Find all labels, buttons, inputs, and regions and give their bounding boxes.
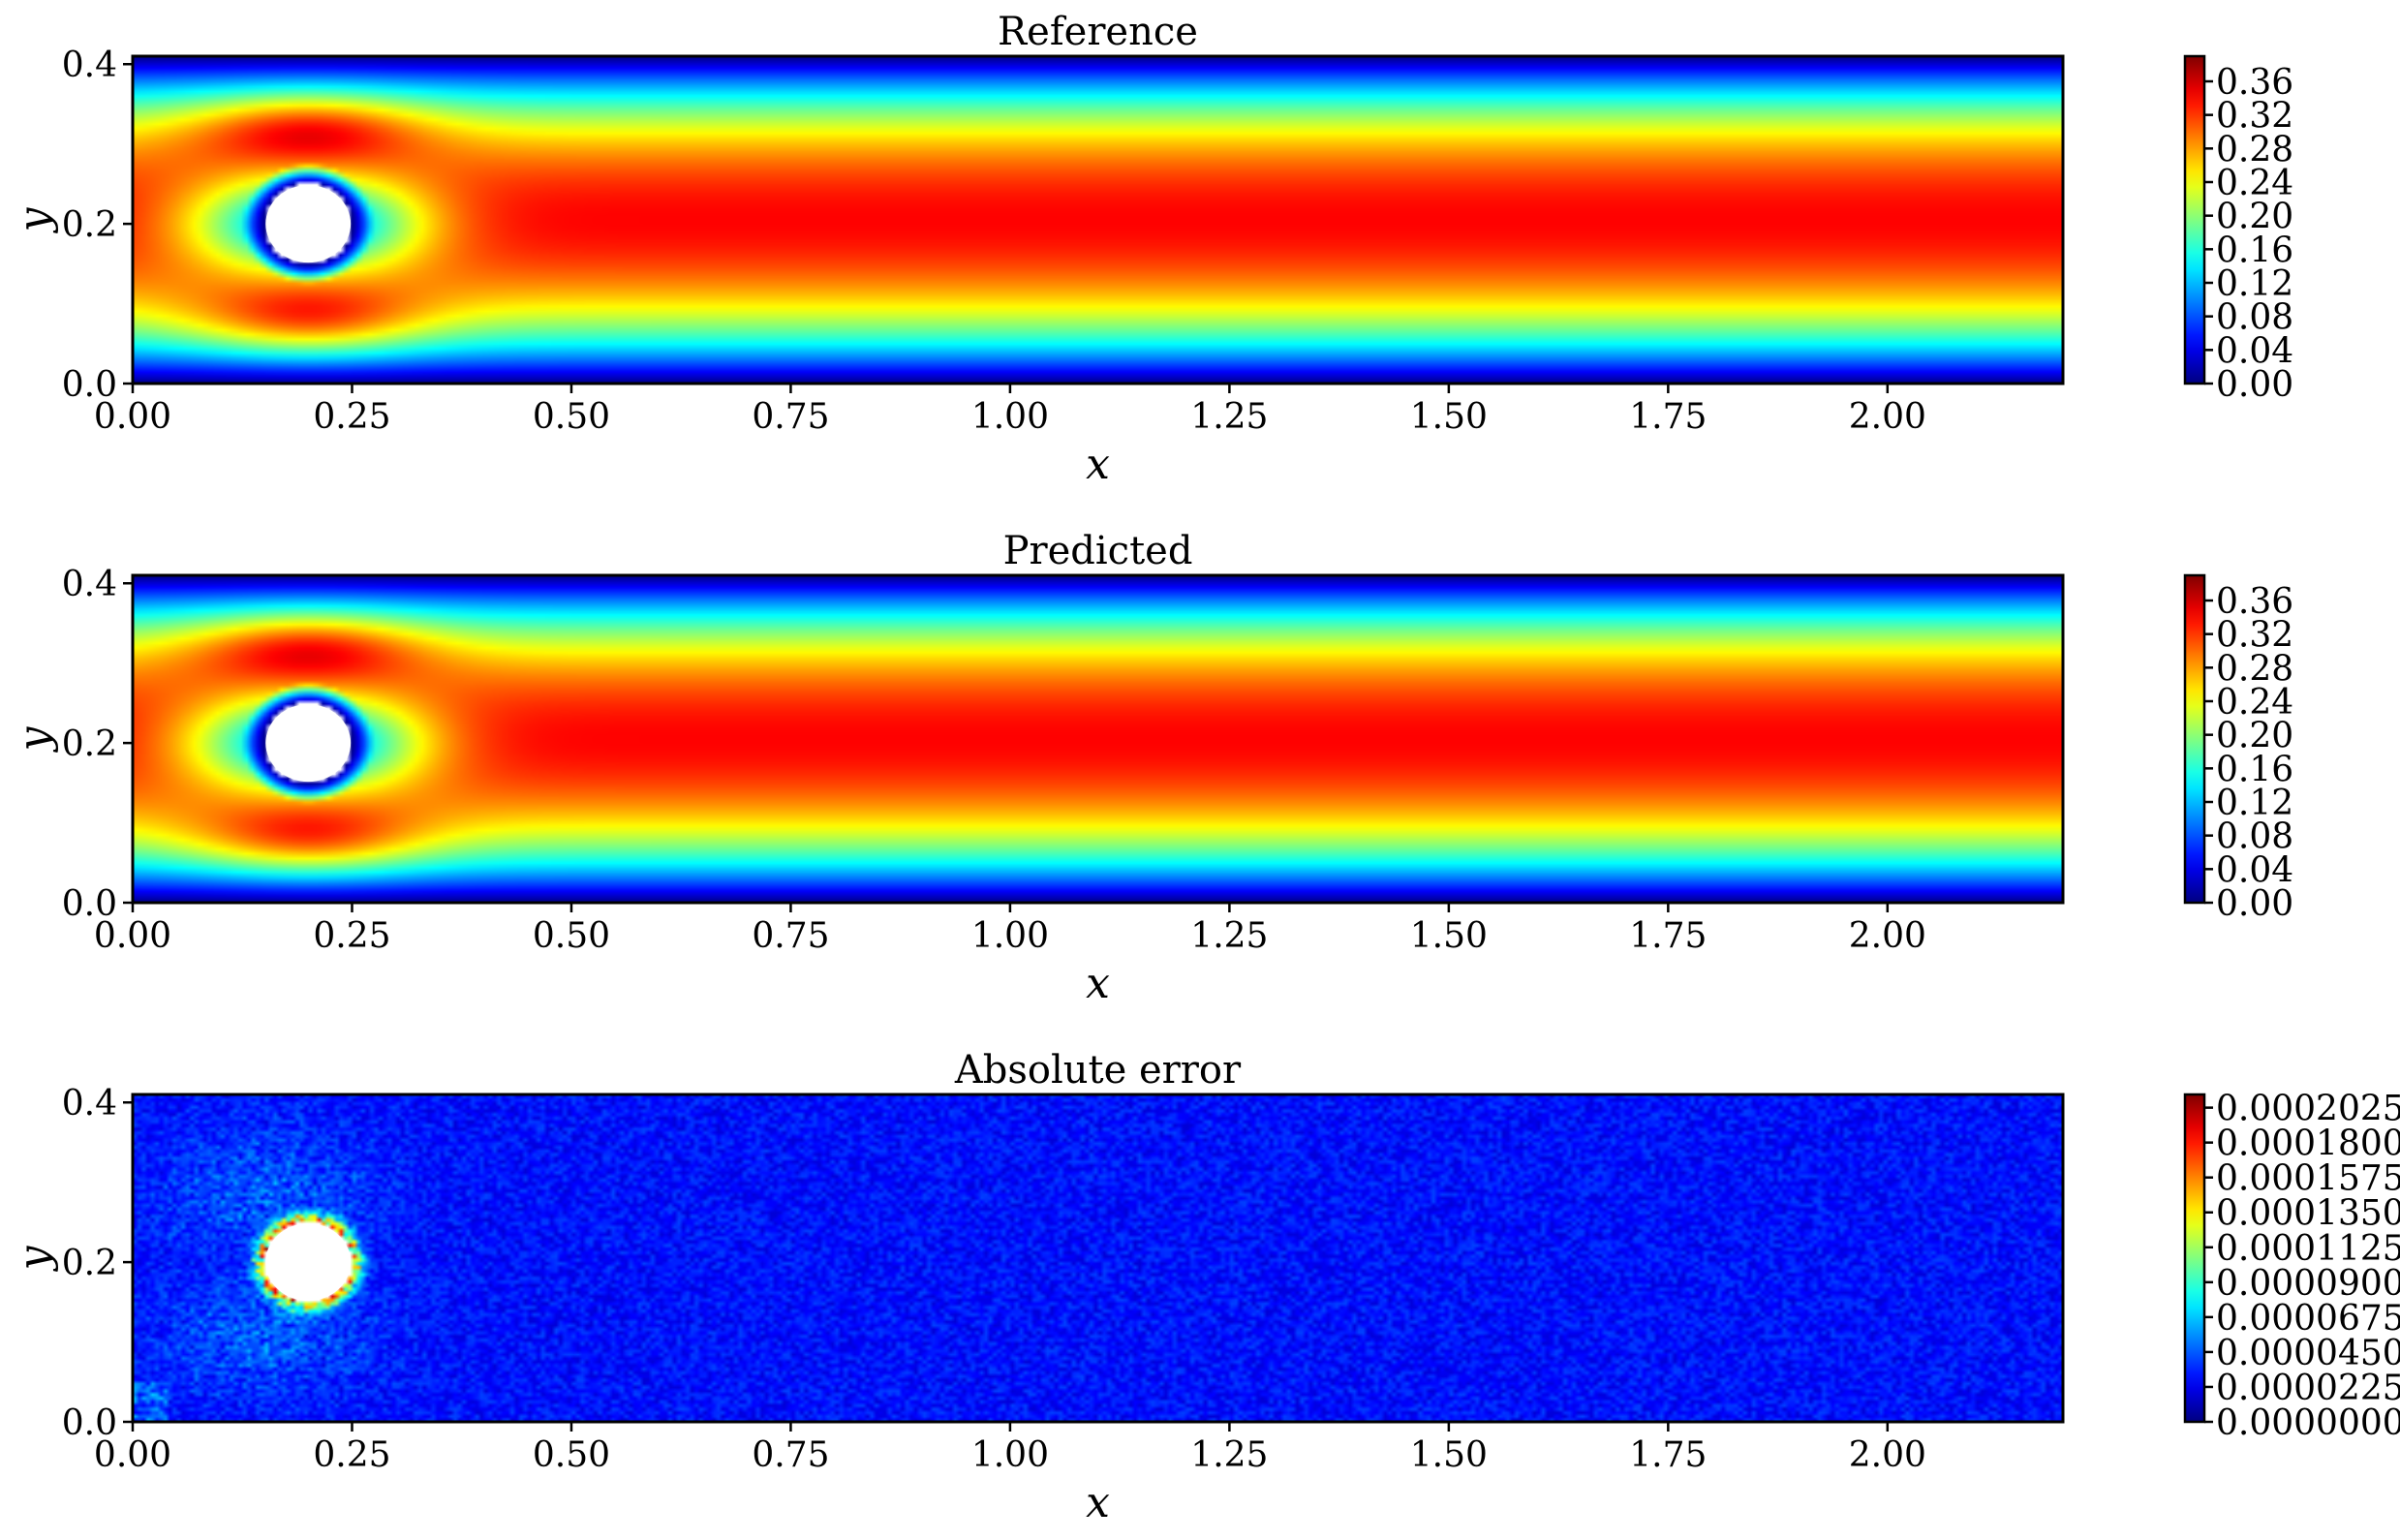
colorbar-tick-label: 0.24 xyxy=(2216,164,2293,203)
y-tick-label: 0.4 xyxy=(62,1084,117,1124)
colorbar-tick-label: 0.28 xyxy=(2216,130,2293,169)
x-tick-label: 0.00 xyxy=(94,397,171,437)
colorbar-tick-label: 0.08 xyxy=(2216,817,2293,857)
x-axis-label: x xyxy=(1086,440,1110,489)
colorbar-tick-label: 0.32 xyxy=(2216,616,2293,656)
x-tick-label: 0.25 xyxy=(313,916,390,956)
colorbar-tick-label: 0.20 xyxy=(2216,717,2293,756)
x-tick-label: 0.25 xyxy=(313,397,390,437)
colorbar-tick-label: 0.28 xyxy=(2216,649,2293,689)
colorbar-tick-label: 0.12 xyxy=(2216,784,2293,823)
panel-1: Reference 0.00 0.25 0.50 0.75 1.00 1.25 1.50 1.7… xyxy=(10,10,2293,489)
colorbar-tick-label: 0.0000225 xyxy=(2216,1369,2400,1408)
x-tick-label: 2.00 xyxy=(1849,916,1926,956)
colorbar-tick-label: 0.36 xyxy=(2216,63,2293,103)
colorbar-tick-label: 0.24 xyxy=(2216,683,2293,723)
heatmap-field xyxy=(133,1094,2063,1422)
x-tick-label: 1.50 xyxy=(1410,1435,1488,1475)
colorbar-tick-label: 0.08 xyxy=(2216,298,2293,338)
colorbar-tick-label: 0.36 xyxy=(2216,582,2293,622)
colorbar-tick-label: 0.16 xyxy=(2216,750,2293,789)
y-axis-label: y xyxy=(10,1245,59,1272)
colorbar-tick-label: 0.04 xyxy=(2216,331,2293,371)
colorbar-tick-label: 0.0000675 xyxy=(2216,1299,2400,1339)
colorbar-tick-label: 0.12 xyxy=(2216,264,2293,304)
cylinder-obstacle xyxy=(265,185,352,263)
x-tick-label: 1.75 xyxy=(1629,1435,1707,1475)
x-tick-label: 1.00 xyxy=(971,916,1049,956)
y-tick-label: 0.0 xyxy=(62,884,117,924)
x-tick-label: 1.50 xyxy=(1410,397,1488,437)
y-tick-label: 0.2 xyxy=(62,205,117,245)
colorbar xyxy=(2183,573,2206,905)
x-tick-label: 1.50 xyxy=(1410,916,1488,956)
axes-frame xyxy=(131,573,2065,905)
x-tick-label: 0.75 xyxy=(752,397,829,437)
cylinder-obstacle xyxy=(265,704,352,783)
y-tick-label: 0.0 xyxy=(62,365,117,405)
x-tick-label: 0.25 xyxy=(313,1435,390,1475)
axes-frame xyxy=(131,1093,2065,1424)
x-tick-label: 0.50 xyxy=(533,397,610,437)
colorbar-tick-label: 0.0000000 xyxy=(2216,1403,2400,1443)
y-axis-label: y xyxy=(10,206,59,233)
heatmap-field xyxy=(133,56,2063,384)
colorbar-tick-label: 0.04 xyxy=(2216,850,2293,890)
colorbar-tick-label: 0.0002025 xyxy=(2216,1090,2400,1129)
panel-2: Predicted 0.00 0.25 0.50 0.75 1.00 1.25 1.50 1.7… xyxy=(10,529,2293,1008)
y-tick-label: 0.2 xyxy=(62,1244,117,1283)
x-axis-label: x xyxy=(1086,959,1110,1008)
colorbar-tick-label: 0.00 xyxy=(2216,365,2293,405)
y-tick-label: 0.2 xyxy=(62,724,117,764)
axes-frame xyxy=(131,54,2065,385)
colorbar xyxy=(2183,1093,2206,1424)
colorbar-tick-label: 0.0001800 xyxy=(2216,1124,2400,1164)
x-tick-label: 1.75 xyxy=(1629,916,1707,956)
colorbar-tick-label: 0.0001575 xyxy=(2216,1159,2400,1199)
x-tick-label: 0.75 xyxy=(752,916,829,956)
x-tick-label: 0.50 xyxy=(533,916,610,956)
colorbar-tick-label: 0.0000450 xyxy=(2216,1334,2400,1373)
colorbar-tick-label: 0.20 xyxy=(2216,198,2293,237)
x-tick-label: 0.00 xyxy=(94,916,171,956)
x-tick-label: 0.50 xyxy=(533,1435,610,1475)
panel-title: Absolute error xyxy=(954,1048,1242,1093)
x-tick-label: 1.00 xyxy=(971,1435,1049,1475)
colorbar-tick-label: 0.0001125 xyxy=(2216,1229,2400,1269)
panel-title: Predicted xyxy=(1003,529,1193,573)
x-tick-label: 1.25 xyxy=(1190,397,1268,437)
colorbar-tick-label: 0.00 xyxy=(2216,884,2293,924)
x-axis-label: x xyxy=(1086,1478,1110,1527)
x-tick-label: 1.75 xyxy=(1629,397,1707,437)
cylinder-obstacle xyxy=(265,1223,352,1302)
colorbar-tick-label: 0.0001350 xyxy=(2216,1194,2400,1234)
y-tick-label: 0.0 xyxy=(62,1403,117,1443)
heatmap-field xyxy=(133,575,2063,903)
x-tick-label: 2.00 xyxy=(1849,397,1926,437)
colorbar-tick-label: 0.0000900 xyxy=(2216,1264,2400,1304)
x-tick-label: 1.25 xyxy=(1190,916,1268,956)
x-tick-label: 0.75 xyxy=(752,1435,829,1475)
y-tick-label: 0.4 xyxy=(62,46,117,85)
y-axis-label: y xyxy=(10,725,59,753)
colorbar-tick-label: 0.16 xyxy=(2216,231,2293,270)
panel-title: Reference xyxy=(998,10,1198,54)
y-tick-label: 0.4 xyxy=(62,565,117,604)
colorbar-tick-label: 0.32 xyxy=(2216,97,2293,137)
x-tick-label: 1.25 xyxy=(1190,1435,1268,1475)
x-tick-label: 2.00 xyxy=(1849,1435,1926,1475)
x-tick-label: 0.00 xyxy=(94,1435,171,1475)
colorbar xyxy=(2183,54,2206,385)
x-tick-label: 1.00 xyxy=(971,397,1049,437)
panel-3: Absolute error 0.00 0.25 0.50 0.75 1.00 1.25 1.… xyxy=(10,1048,2400,1527)
